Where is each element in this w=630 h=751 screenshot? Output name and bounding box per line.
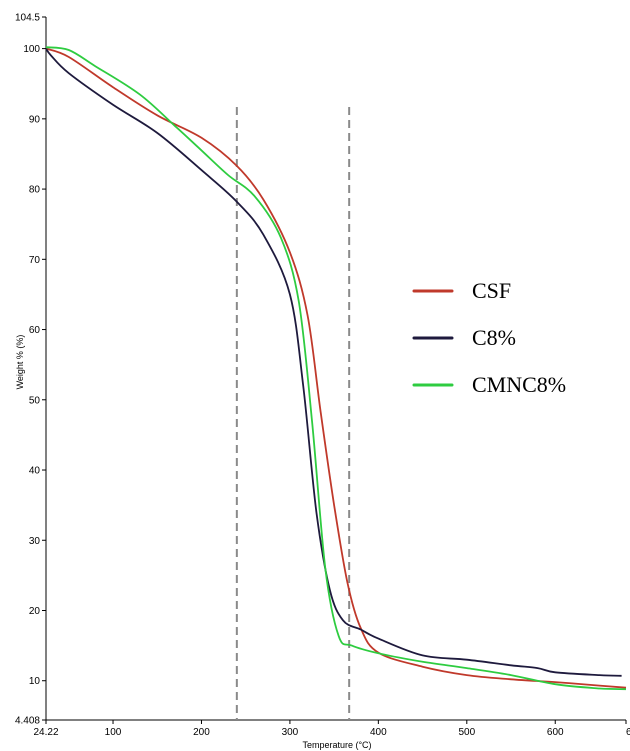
legend: CSF C8% CMNC8% [412,278,566,397]
x-tick-label: 680 [626,727,630,738]
x-tick-label: 24.22 [33,727,58,738]
series-line-csf [45,47,627,689]
y-tick-label: 104.5 [15,13,40,24]
y-tick-label: 50 [29,395,41,406]
legend-label: C8% [472,325,516,350]
y-tick-label: 90 [29,114,41,125]
legend-label: CMNC8% [472,372,566,397]
y-tick-label: 4.408 [15,716,40,727]
series-line-c8pct [45,48,622,677]
tick-labels: 4.408 10 20 30 40 50 60 70 80 90 100 104.5 24.22 100 2… [15,13,630,739]
series-group [45,46,627,691]
y-tick-label: 30 [29,536,41,547]
series-line-cmnc8pct [45,46,627,691]
x-tick-label: 100 [105,727,122,738]
x-tick-label: 400 [370,727,387,738]
y-tick-label: 60 [29,325,41,336]
y-tick-label: 10 [29,676,41,687]
y-tick-label: 70 [29,255,41,266]
y-axis-title: Weight % (%) [15,335,25,390]
axes [45,17,626,721]
y-tick-label: 40 [29,466,41,477]
x-tick-label: 500 [458,727,475,738]
y-tick-label: 100 [23,44,40,55]
x-tick-label: 300 [282,727,299,738]
x-tick-label: 600 [547,727,564,738]
reference-lines [235,107,351,720]
legend-label: CSF [472,278,511,303]
y-tick-label: 20 [29,606,41,617]
y-tick-label: 80 [29,185,41,196]
x-axis-title: Temperature (°C) [302,740,371,750]
x-tick-label: 200 [193,727,210,738]
